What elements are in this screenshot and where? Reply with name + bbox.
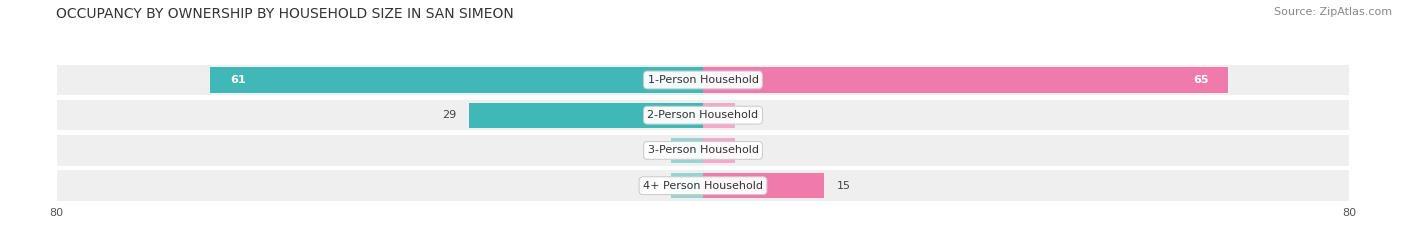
Text: 2-Person Household: 2-Person Household — [647, 110, 759, 120]
Text: 29: 29 — [441, 110, 457, 120]
Text: 0: 0 — [748, 145, 755, 155]
Bar — [209, 67, 703, 93]
Text: 61: 61 — [231, 75, 246, 85]
Bar — [703, 138, 735, 163]
Bar — [703, 103, 735, 128]
Bar — [703, 173, 824, 198]
Bar — [56, 169, 1350, 202]
Bar — [56, 99, 1350, 131]
Text: 0: 0 — [748, 110, 755, 120]
Bar — [56, 134, 1350, 167]
Bar — [671, 173, 703, 198]
Text: 0: 0 — [651, 145, 658, 155]
Bar — [468, 103, 703, 128]
Bar — [56, 64, 1350, 96]
Text: 4+ Person Household: 4+ Person Household — [643, 181, 763, 191]
Bar — [671, 138, 703, 163]
Text: 0: 0 — [651, 181, 658, 191]
Text: OCCUPANCY BY OWNERSHIP BY HOUSEHOLD SIZE IN SAN SIMEON: OCCUPANCY BY OWNERSHIP BY HOUSEHOLD SIZE… — [56, 7, 515, 21]
Text: 65: 65 — [1192, 75, 1208, 85]
Text: 3-Person Household: 3-Person Household — [648, 145, 758, 155]
Bar — [703, 67, 1229, 93]
Text: 1-Person Household: 1-Person Household — [648, 75, 758, 85]
Text: 15: 15 — [837, 181, 851, 191]
Text: Source: ZipAtlas.com: Source: ZipAtlas.com — [1274, 7, 1392, 17]
